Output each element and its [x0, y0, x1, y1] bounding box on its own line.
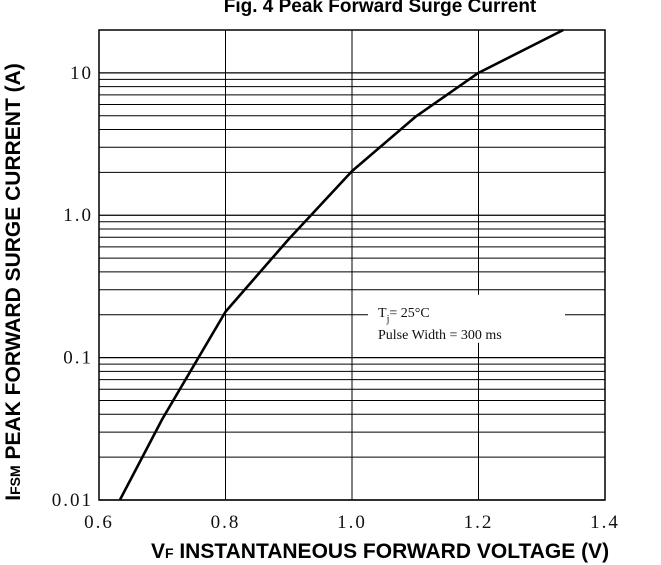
line-series: [118, 28, 564, 501]
x-tick-label: 1.4: [590, 512, 620, 533]
annotation-bg: [368, 294, 565, 343]
y-label-part: I: [2, 495, 25, 501]
annotation-part: = 25°C: [389, 306, 429, 321]
y-label-part: PEAK FORWARD SURGE CURRENT (A): [2, 63, 25, 465]
x-tick-label: 1.0: [337, 512, 367, 533]
x-tick-label: 0.8: [211, 512, 241, 533]
plot-frame: [98, 29, 606, 501]
y-axis-label: IFSM PEAK FORWARD SURGE CURRENT (A): [2, 63, 25, 501]
y-tick-label: 10: [70, 63, 93, 84]
x-label-part: INSTANTANEOUS FORWARD VOLTAGE (V): [174, 540, 610, 563]
x-tick-label: 1.2: [464, 512, 494, 533]
annotation: Pulse Width = 300 ms: [378, 328, 502, 343]
x-axis-label: VF INSTANTANEOUS FORWARD VOLTAGE (V): [151, 540, 609, 563]
x-label-part: F: [165, 545, 174, 561]
x-label-part: V: [151, 540, 165, 563]
y-label-part: FSM: [7, 465, 23, 495]
y-tick-label: 0.01: [52, 490, 93, 511]
chart-title: Fig. 4 Peak Forward Surge Current: [224, 0, 537, 17]
y-tick-label: 1.0: [63, 205, 93, 226]
annotation-part: T: [378, 306, 387, 321]
annotation-part: j: [386, 314, 390, 325]
y-tick-label: 0.1: [63, 348, 93, 369]
x-tick-label: 0.6: [84, 512, 114, 533]
annotation: Tj= 25°C: [378, 306, 430, 325]
